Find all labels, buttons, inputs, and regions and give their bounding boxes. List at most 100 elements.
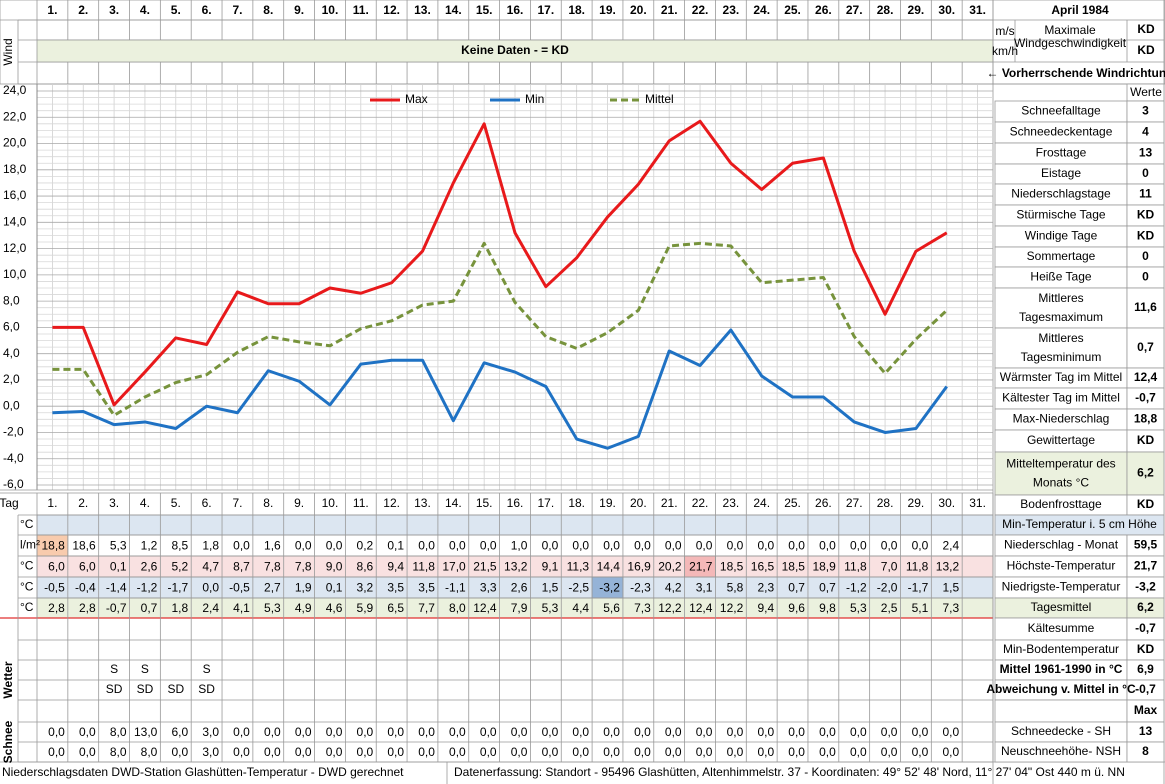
snow-value: 0,0 bbox=[881, 725, 898, 739]
temp-value: 16,9 bbox=[627, 560, 651, 574]
series-line bbox=[52, 328, 948, 450]
day-label: 22. bbox=[692, 3, 709, 17]
snow-value: 0,0 bbox=[511, 745, 528, 759]
day-label: 10. bbox=[322, 496, 339, 510]
summary-value: -0,7 bbox=[1135, 621, 1156, 635]
day-label: 5. bbox=[171, 496, 181, 510]
temp-value: 13,2 bbox=[504, 560, 528, 574]
footer-left: Niederschlagsdaten DWD-Station Glashütte… bbox=[2, 765, 404, 779]
stat-label: Stürmische Tage bbox=[1016, 208, 1105, 222]
temp-value: -2,5 bbox=[568, 581, 589, 595]
snow-value: 0,0 bbox=[48, 745, 65, 759]
day-label: 29. bbox=[908, 496, 925, 510]
temp-value: 6,0 bbox=[48, 560, 65, 574]
day-label: 31. bbox=[969, 496, 986, 510]
snow-value: 0,0 bbox=[480, 745, 497, 759]
temp-value: 6,5 bbox=[387, 601, 404, 615]
snow-value: 0,0 bbox=[912, 725, 929, 739]
y-tick-label: 14,0 bbox=[3, 215, 27, 229]
wind-max-label: Maximale Windgeschwindigkeit bbox=[1014, 23, 1127, 50]
snow-value: 0,0 bbox=[295, 745, 312, 759]
temp-value: 3,5 bbox=[387, 581, 404, 595]
day-label: 19. bbox=[599, 3, 616, 17]
precip-value: 0,0 bbox=[572, 539, 589, 553]
snow-value: 0,0 bbox=[912, 745, 929, 759]
day-label: 13. bbox=[414, 496, 431, 510]
weather-code: SD bbox=[106, 682, 123, 696]
temp-value: 9,4 bbox=[387, 560, 404, 574]
temp-value: 12,4 bbox=[473, 601, 497, 615]
temp-value: 9,1 bbox=[542, 560, 559, 574]
y-tick-label: 0,0 bbox=[3, 398, 20, 412]
snow-value: 0,0 bbox=[634, 745, 651, 759]
precip-value: 18,8 bbox=[41, 539, 65, 553]
footer-right: Datenerfassung: Standort - 95496 Glashüt… bbox=[454, 765, 1125, 779]
weather-code: S bbox=[203, 662, 211, 676]
snow-value: 0,0 bbox=[480, 725, 497, 739]
temp-value: 9,6 bbox=[788, 601, 805, 615]
snow-value: 0,0 bbox=[357, 745, 374, 759]
day-label: 17. bbox=[537, 3, 554, 17]
temp-value: 7,7 bbox=[418, 601, 435, 615]
day-label: 15. bbox=[476, 3, 493, 17]
temp-value: 2,3 bbox=[757, 581, 774, 595]
stat-value: 3 bbox=[1142, 104, 1149, 118]
summary-value: -0,7 bbox=[1135, 682, 1156, 696]
snow-value: 0,0 bbox=[819, 745, 836, 759]
precip-value: 0,0 bbox=[233, 539, 250, 553]
cell bbox=[1126, 451, 1165, 496]
precip-value: 0,0 bbox=[757, 539, 774, 553]
stat-label: Eistage bbox=[1041, 166, 1081, 180]
temp-value: -0,4 bbox=[75, 581, 96, 595]
unit-label: °C bbox=[20, 600, 34, 614]
temp-value: 0,7 bbox=[819, 581, 836, 595]
day-label: 20. bbox=[630, 3, 647, 17]
y-tick-label: 8,0 bbox=[3, 293, 20, 307]
summary-value: 21,7 bbox=[1134, 559, 1158, 573]
cell bbox=[36, 514, 994, 536]
wetter-label: Wetter bbox=[1, 661, 15, 698]
y-tick-label: 24,0 bbox=[3, 83, 27, 97]
snow-value: 0,0 bbox=[757, 745, 774, 759]
temp-value: 5,9 bbox=[357, 601, 374, 615]
weather-code: SD bbox=[167, 682, 184, 696]
stat-value: KD bbox=[1137, 229, 1155, 243]
snow-value: 0,0 bbox=[850, 745, 867, 759]
stat-value: 18,8 bbox=[1134, 412, 1158, 426]
summary-value: 13 bbox=[1139, 724, 1153, 738]
snow-value: 0,0 bbox=[264, 725, 281, 739]
precip-value: 5,3 bbox=[110, 539, 127, 553]
day-label: 1. bbox=[47, 3, 57, 17]
precip-value: 0,0 bbox=[634, 539, 651, 553]
day-label: 23. bbox=[723, 496, 740, 510]
temp-value: 2,7 bbox=[264, 581, 281, 595]
snow-value: 0,0 bbox=[696, 745, 713, 759]
unit: km/h bbox=[992, 44, 1018, 58]
stat-label: Mittleres Tagesminimum bbox=[1021, 331, 1102, 364]
day-label: 16. bbox=[507, 3, 524, 17]
precip-value: 0,0 bbox=[480, 539, 497, 553]
stat-value: 0 bbox=[1142, 270, 1149, 284]
snow-value: 0,0 bbox=[572, 745, 589, 759]
unit-label: °C bbox=[20, 517, 34, 531]
day-label: 4. bbox=[140, 3, 150, 17]
y-tick-label: 10,0 bbox=[3, 267, 27, 281]
precip-value: 1,8 bbox=[202, 539, 219, 553]
snow-value: 0,0 bbox=[727, 745, 744, 759]
summary-label: Min-Temperatur i. 5 cm Höhe bbox=[1002, 517, 1157, 531]
y-tick-label: 16,0 bbox=[3, 188, 27, 202]
temp-value: 9,0 bbox=[326, 560, 343, 574]
temp-value: 9,8 bbox=[819, 601, 836, 615]
day-label: 7. bbox=[232, 3, 242, 17]
temp-value: -2,3 bbox=[630, 581, 651, 595]
temp-value: 2,6 bbox=[141, 560, 158, 574]
temp-value: 5,8 bbox=[727, 581, 744, 595]
temp-value: 8,0 bbox=[449, 601, 466, 615]
day-label: 2. bbox=[78, 3, 88, 17]
temp-value: 7,0 bbox=[881, 560, 898, 574]
day-label: 26. bbox=[815, 3, 832, 17]
temp-value: 2,4 bbox=[202, 601, 219, 615]
stat-value: KD bbox=[1137, 208, 1155, 222]
day-label: 23. bbox=[723, 3, 740, 17]
